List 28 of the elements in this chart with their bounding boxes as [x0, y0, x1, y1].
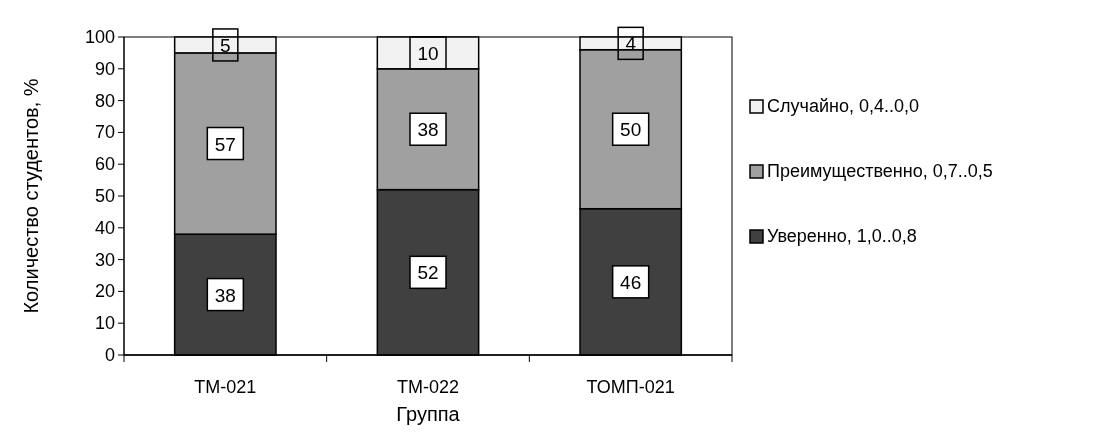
data-label: 57: [214, 133, 236, 155]
y-tick-label: 40: [94, 217, 115, 238]
data-label: 5: [220, 34, 231, 56]
y-tick-label: 60: [94, 154, 115, 175]
x-axis-title: Группа: [396, 403, 461, 425]
legend-label: Случайно, 0,4..0,0: [767, 96, 919, 116]
y-axis-title: Количество студентов, %: [20, 78, 42, 314]
x-tick-label: ТМ-022: [396, 377, 460, 397]
y-tick-label: 10: [94, 313, 115, 334]
y-tick-label: 100: [84, 27, 115, 47]
y-tick-label: 80: [94, 90, 115, 111]
data-label: 46: [620, 271, 642, 293]
data-label: 38: [214, 284, 236, 306]
y-tick-label: 30: [94, 249, 115, 270]
x-tick-label: ТМ-021: [194, 377, 257, 397]
data-label: 4: [625, 33, 637, 55]
y-tick-label: 0: [104, 345, 115, 365]
data-label: 50: [620, 119, 642, 141]
data-label: 52: [417, 262, 439, 284]
y-tick-label: 50: [94, 186, 115, 206]
legend-label: Преимущественно, 0,7..0,5: [767, 161, 993, 181]
data-label: 10: [417, 42, 439, 64]
y-tick-label: 90: [94, 58, 115, 79]
legend-label: Уверенно, 1,0..0,8: [767, 226, 917, 246]
y-tick-label: 70: [94, 122, 115, 143]
x-tick-label: ТОМП-021: [586, 377, 675, 397]
y-tick-label: 20: [94, 281, 115, 302]
data-label: 38: [417, 119, 439, 141]
